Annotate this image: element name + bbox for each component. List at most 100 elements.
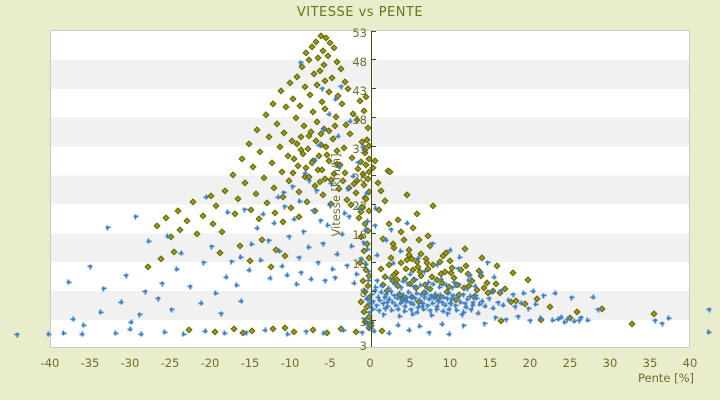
scatter-point-pente-vitesse-blue	[472, 283, 478, 289]
scatter-point-pente-vitesse-blue	[571, 318, 577, 324]
scatter-point-pente-vitesse-blue	[426, 279, 432, 285]
scatter-point-pente-vitesse-blue	[435, 299, 441, 305]
scatter-point-pente-vitesse-blue	[364, 296, 370, 302]
scatter-point-pente-vitesse-blue	[417, 297, 423, 303]
scatter-point-pente-vitesse-blue	[372, 288, 378, 294]
scatter-point-pente-vitesse-blue	[407, 271, 413, 277]
scatter-point-pente-vitesse-blue	[113, 330, 119, 336]
scatter-point-pente-vitesse-blue	[254, 225, 260, 231]
scatter-point-pente-vitesse-blue	[376, 308, 382, 314]
scatter-point-pente-vitesse-blue	[181, 331, 187, 337]
scatter-point-pente-vitesse-blue	[490, 305, 496, 311]
scatter-point-pente-vitesse-blue	[294, 281, 300, 287]
scatter-point-pente-vitesse-blue	[461, 323, 467, 329]
scatter-point-pente-vitesse-blue	[399, 297, 405, 303]
scatter-point-pente-vitesse-blue	[498, 288, 504, 294]
scatter-point-pente-vitesse-olive	[248, 327, 256, 335]
scatter-point-pente-vitesse-blue	[413, 277, 419, 283]
scatter-point-pente-vitesse-olive	[253, 126, 262, 134]
scatter-point-pente-vitesse-blue	[659, 321, 665, 327]
scatter-point-pente-vitesse-blue	[430, 300, 436, 306]
scatter-point-pente-vitesse-blue	[345, 186, 351, 192]
y-axis-title: Vitesse [km/h]	[329, 153, 343, 237]
scatter-point-pente-vitesse-blue	[404, 295, 410, 301]
scatter-point-pente-vitesse-blue	[454, 307, 460, 313]
scatter-point-pente-vitesse-blue	[464, 286, 470, 292]
scatter-point-pente-vitesse-blue	[178, 250, 184, 256]
scatter-point-pente-vitesse-olive	[248, 163, 257, 172]
scatter-point-pente-vitesse-olive	[216, 249, 224, 257]
scatter-point-pente-vitesse-blue	[302, 170, 308, 176]
scatter-point-pente-vitesse-blue	[260, 211, 266, 217]
y-tick-label: 33	[352, 141, 367, 156]
scatter-point-pente-vitesse-blue	[412, 296, 418, 302]
scatter-point-pente-vitesse-olive	[170, 248, 178, 256]
scatter-point-pente-vitesse-olive	[238, 155, 246, 164]
x-tick-label: 35	[642, 356, 658, 370]
scatter-point-pente-vitesse-blue	[455, 266, 461, 272]
scatter-point-pente-vitesse-olive	[378, 327, 386, 335]
scatter-point-pente-vitesse-blue	[398, 248, 404, 254]
scatter-point-pente-vitesse-blue	[361, 240, 367, 246]
y-axis-tick	[371, 232, 376, 234]
scatter-point-pente-vitesse-blue	[382, 295, 388, 301]
y-tick-label: 48	[352, 54, 367, 69]
scatter-point-pente-vitesse-olive	[300, 83, 309, 91]
scatter-point-pente-vitesse-olive	[346, 130, 354, 139]
scatter-point-pente-vitesse-blue	[356, 206, 362, 211]
y-tick-label: 23	[352, 199, 367, 214]
y-axis-tick	[371, 59, 376, 61]
scatter-point-pente-vitesse-blue	[303, 329, 309, 335]
scatter-point-pente-vitesse-blue	[428, 293, 434, 299]
scatter-point-pente-vitesse-olive	[241, 179, 250, 187]
scatter-point-pente-vitesse-blue	[706, 307, 712, 313]
scatter-point-pente-vitesse-olive	[524, 276, 532, 284]
scatter-point-pente-vitesse-blue	[267, 275, 273, 281]
scatter-point-pente-vitesse-olive	[279, 218, 287, 226]
y-tick-label: 13	[352, 257, 367, 272]
scatter-point-pente-vitesse-olive	[650, 310, 658, 318]
scatter-point-pente-vitesse-blue	[322, 278, 328, 284]
scatter-point-pente-vitesse-olive	[446, 256, 454, 265]
scatter-point-pente-vitesse-blue	[377, 297, 383, 303]
scatter-point-pente-vitesse-olive	[270, 184, 278, 192]
scatter-point-pente-vitesse-blue	[365, 322, 371, 328]
scatter-point-pente-vitesse-blue	[243, 330, 249, 336]
scatter-point-pente-vitesse-blue	[202, 328, 208, 334]
scatter-point-pente-vitesse-olive	[331, 122, 339, 130]
scatter-point-pente-vitesse-olive	[268, 159, 276, 167]
scatter-point-pente-vitesse-blue	[365, 246, 371, 252]
scatter-point-pente-vitesse-blue	[169, 307, 175, 313]
scatter-point-pente-vitesse-blue	[474, 295, 480, 301]
scatter-point-pente-vitesse-olive	[325, 88, 334, 96]
scatter-point-pente-vitesse-olive	[324, 52, 332, 60]
scatter-point-pente-vitesse-olive	[268, 325, 277, 333]
scatter-point-pente-vitesse-blue	[246, 267, 252, 273]
x-tick-label: -15	[240, 356, 260, 370]
scatter-point-pente-vitesse-blue	[430, 281, 436, 287]
scatter-point-pente-vitesse-blue	[314, 188, 320, 194]
scatter-point-pente-vitesse-blue	[366, 269, 372, 275]
scatter-point-pente-vitesse-blue	[402, 308, 408, 314]
scatter-point-pente-vitesse-blue	[350, 173, 356, 179]
scatter-point-pente-vitesse-blue	[397, 313, 403, 319]
scatter-point-pente-vitesse-blue	[290, 184, 296, 190]
scatter-point-pente-vitesse-blue	[555, 316, 561, 322]
scatter-point-pente-vitesse-blue	[565, 316, 571, 322]
scatter-point-pente-vitesse-blue	[174, 266, 180, 272]
scatter-point-pente-vitesse-olive	[294, 162, 302, 170]
scatter-point-pente-vitesse-blue	[358, 256, 364, 262]
scatter-point-pente-vitesse-blue	[470, 303, 476, 309]
scatter-point-pente-vitesse-olive	[193, 230, 202, 238]
scatter-point-pente-vitesse-blue	[328, 181, 334, 187]
scatter-point-pente-vitesse-olive	[300, 122, 308, 131]
scatter-point-pente-vitesse-blue	[198, 300, 204, 306]
scatter-point-pente-vitesse-olive	[208, 220, 217, 228]
scatter-point-pente-vitesse-blue	[378, 289, 384, 295]
chart-title: VITESSE vs PENTE	[296, 5, 424, 20]
scatter-point-pente-vitesse-olive	[234, 195, 242, 203]
scatter-point-pente-vitesse-blue	[222, 330, 228, 336]
scatter-point-pente-vitesse-blue	[262, 327, 268, 333]
scatter-point-pente-vitesse-blue	[369, 292, 375, 298]
scatter-point-pente-vitesse-blue	[418, 292, 424, 298]
